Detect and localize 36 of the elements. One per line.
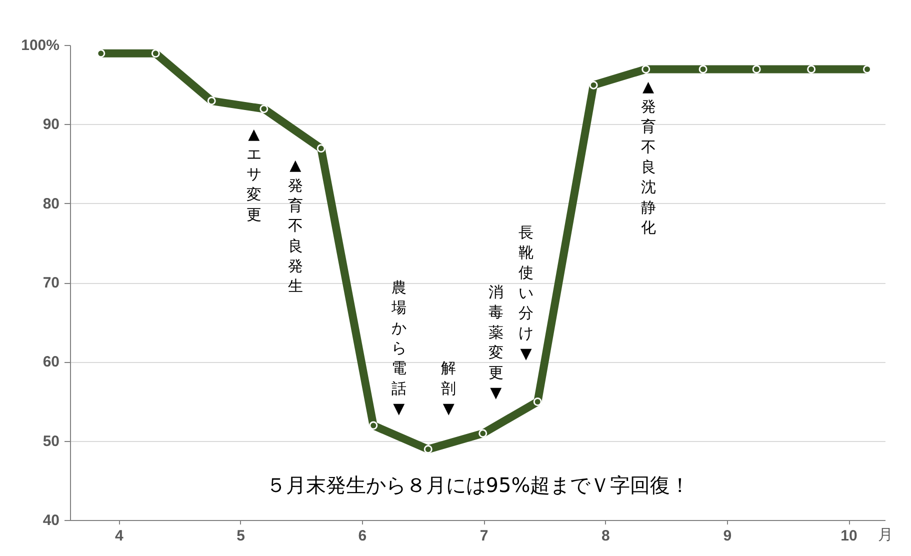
point [533, 398, 542, 406]
y-tick-label: 100% [21, 37, 60, 54]
y-tick-label: 90 [42, 116, 60, 134]
annotation: 解剖▼ [441, 359, 456, 418]
y-tick-label: 80 [42, 195, 60, 212]
point [424, 445, 432, 454]
annotation: ▲エサ変更 [246, 124, 262, 224]
point [807, 65, 816, 74]
point [316, 144, 326, 153]
annotation: 消毒薬変更▼ [488, 282, 504, 402]
y-tick-label: 50 [42, 432, 60, 450]
point [752, 65, 761, 74]
annotation: ５月末発生から８月には95%超までＶ字回復！ [266, 472, 690, 497]
y-tick-label: 70 [42, 274, 60, 292]
point [478, 429, 488, 438]
point [207, 96, 216, 106]
annotation: ▲発育不良発生 [288, 156, 303, 296]
point [589, 80, 598, 90]
x-axis-title: 月 [878, 526, 893, 544]
annotation: 農場から電話▼ [390, 278, 406, 418]
point [642, 65, 650, 74]
point [369, 421, 378, 430]
point [260, 104, 268, 114]
x-tick-label: 8 [602, 528, 610, 544]
x-tick-label: 7 [480, 528, 488, 544]
y-tick-label: 40 [42, 512, 60, 529]
x-tick-label: 4 [114, 528, 124, 544]
x-tick-label: 10 [840, 528, 858, 544]
annotation: 長靴使い分け▼ [518, 223, 534, 362]
x-tick-label: 6 [358, 528, 367, 544]
point [698, 65, 708, 74]
point [151, 49, 160, 58]
y-tick-label: 60 [42, 354, 60, 371]
annotation: ▲発育不良沈静化 [640, 77, 656, 236]
x-tick-label: 5 [236, 528, 245, 544]
x-tick-label: 9 [723, 528, 732, 544]
